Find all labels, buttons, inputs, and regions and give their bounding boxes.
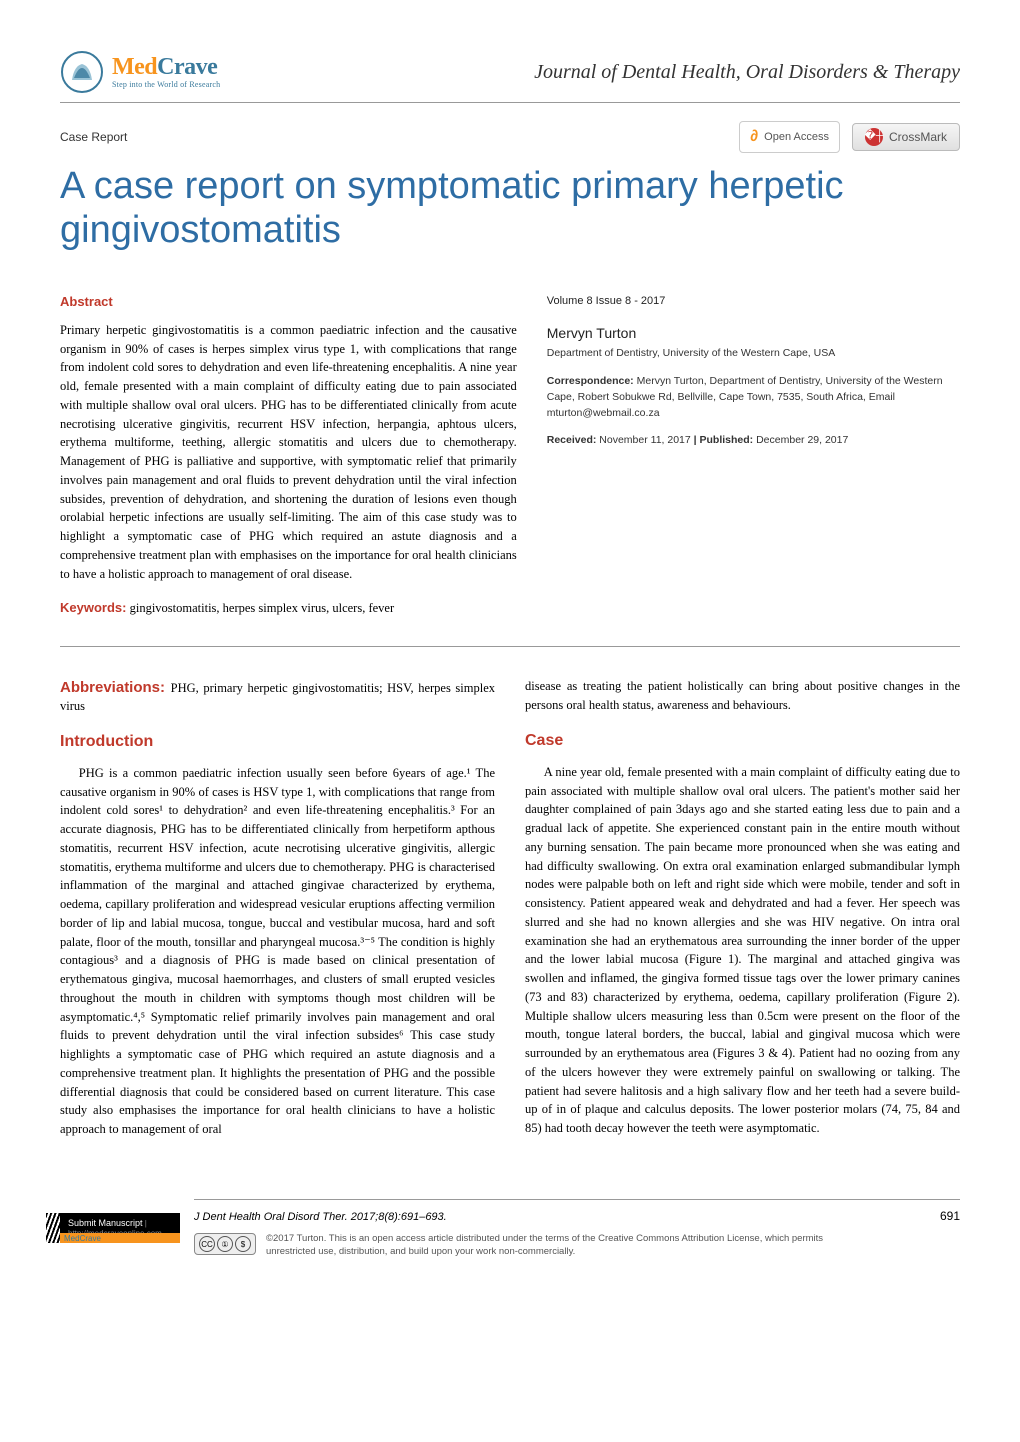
page-footer: Submit Manuscript | http://medcraveonlin… xyxy=(60,1199,960,1258)
abstract-row: Abstract Primary herpetic gingivostomati… xyxy=(60,293,960,618)
open-access-label: Open Access xyxy=(764,130,829,145)
introduction-heading: Introduction xyxy=(60,731,495,753)
badge-row: ∂ Open Access �┼ CrossMark xyxy=(739,121,960,153)
published-date: December 29, 2017 xyxy=(756,434,848,446)
correspondence-block: Correspondence: Mervyn Turton, Departmen… xyxy=(547,374,960,421)
publisher-logo-icon xyxy=(60,50,104,94)
page-number: 691 xyxy=(940,1208,960,1225)
abbreviations-label: Abbreviations: xyxy=(60,679,171,696)
article-title: A case report on symptomatic primary her… xyxy=(60,165,960,252)
cc-badge: CC ① $ xyxy=(194,1233,256,1255)
keywords-label: Keywords: xyxy=(60,600,126,615)
introduction-paragraph: PHG is a common paediatric infection usu… xyxy=(60,764,495,1139)
intro-continuation: disease as treating the patient holistic… xyxy=(525,677,960,715)
received-date: November 11, 2017 xyxy=(599,434,690,446)
received-label: Received: xyxy=(547,434,600,446)
dates-block: Received: November 11, 2017 | Published:… xyxy=(547,433,960,449)
license-row: CC ① $ ©2017 Turton. This is an open acc… xyxy=(194,1233,960,1258)
published-label: | Published: xyxy=(691,434,756,446)
publisher-wordmark-right: Crave xyxy=(157,54,217,80)
stripes-decor xyxy=(46,1213,60,1243)
nc-icon: $ xyxy=(235,1236,251,1252)
journal-title: Journal of Dental Health, Oral Disorders… xyxy=(534,58,960,86)
publisher-wordmark-left: Med xyxy=(112,54,157,80)
keywords-text: gingivostomatitis, herpes simplex virus,… xyxy=(126,601,394,615)
abstract-text: Primary herpetic gingivostomatitis is a … xyxy=(60,321,517,584)
article-type-label: Case Report xyxy=(60,129,127,146)
body-left-column: Abbreviations: PHG, primary herpetic gin… xyxy=(60,677,495,1139)
publisher-wordmark: MedCrave xyxy=(112,55,220,79)
article-meta-column: Volume 8 Issue 8 - 2017 Mervyn Turton De… xyxy=(547,293,960,618)
case-paragraph: A nine year old, female presented with a… xyxy=(525,763,960,1138)
by-icon: ① xyxy=(217,1236,233,1252)
publisher-logo: MedCrave Step into the World of Research xyxy=(60,50,220,94)
submit-brand-bar: MedCrave xyxy=(60,1233,180,1243)
intro-continuation-text: disease as treating the patient holistic… xyxy=(525,679,960,712)
publisher-tagline: Step into the World of Research xyxy=(112,81,220,89)
citation-text: J Dent Health Oral Disord Ther. 2017;8(8… xyxy=(194,1210,447,1225)
abstract-column: Abstract Primary herpetic gingivostomati… xyxy=(60,293,517,618)
correspondence-label: Correspondence: xyxy=(547,375,637,387)
case-text: A nine year old, female presented with a… xyxy=(525,763,960,1138)
cc-icon: CC xyxy=(199,1236,215,1252)
volume-issue: Volume 8 Issue 8 - 2017 xyxy=(547,293,960,310)
crossmark-label: CrossMark xyxy=(889,129,947,146)
crossmark-icon: �┼ xyxy=(865,128,883,146)
author-name: Mervyn Turton xyxy=(547,323,960,344)
case-heading: Case xyxy=(525,730,960,752)
body-columns: Abbreviations: PHG, primary herpetic gin… xyxy=(60,677,960,1139)
keywords-line: Keywords: gingivostomatitis, herpes simp… xyxy=(60,599,517,618)
body-right-column: disease as treating the patient holistic… xyxy=(525,677,960,1139)
footer-main: J Dent Health Oral Disord Ther. 2017;8(8… xyxy=(194,1199,960,1258)
submit-manuscript-button[interactable]: Submit Manuscript | http://medcraveonlin… xyxy=(60,1213,180,1243)
introduction-text: PHG is a common paediatric infection usu… xyxy=(60,764,495,1139)
section-divider xyxy=(60,646,960,647)
open-access-badge[interactable]: ∂ Open Access xyxy=(739,121,840,153)
page-header: MedCrave Step into the World of Research… xyxy=(60,50,960,103)
crossmark-badge[interactable]: �┼ CrossMark xyxy=(852,123,960,151)
author-affiliation: Department of Dentistry, University of t… xyxy=(547,346,960,362)
open-access-icon: ∂ xyxy=(750,126,758,148)
article-subheader: Case Report ∂ Open Access �┼ CrossMark xyxy=(60,121,960,153)
license-text: ©2017 Turton. This is an open access art… xyxy=(266,1233,826,1258)
citation-row: J Dent Health Oral Disord Ther. 2017;8(8… xyxy=(194,1208,960,1225)
submit-label: Submit Manuscript xyxy=(68,1218,143,1228)
abbreviations-block: Abbreviations: PHG, primary herpetic gin… xyxy=(60,677,495,716)
abstract-heading: Abstract xyxy=(60,293,517,311)
